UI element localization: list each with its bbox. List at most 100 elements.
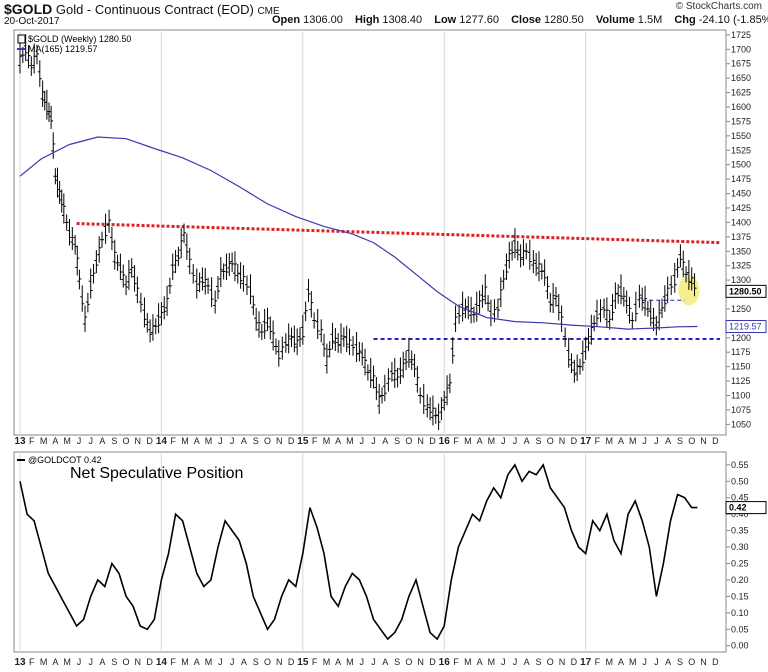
x-tick-label: J <box>88 657 93 667</box>
x-tick-label: J <box>371 657 376 667</box>
cot-y-tick-label: 0.45 <box>731 493 749 503</box>
chg-label: Chg <box>674 14 696 26</box>
x-tick-label: S <box>677 436 683 446</box>
x-tick-label: M <box>63 436 71 446</box>
x-tick-label: M <box>606 657 614 667</box>
y-tick-label: 1425 <box>731 203 751 213</box>
x-tick-label: N <box>559 436 566 446</box>
x-tick-label: A <box>477 436 483 446</box>
x-tick-label: O <box>123 436 130 446</box>
x-tick-label: 14 <box>156 436 168 447</box>
chart-title: $GOLD Gold - Continuous Contract (EOD) C… <box>4 1 280 17</box>
cot-last-value-label-box <box>725 501 767 515</box>
x-tick-label: O <box>688 436 695 446</box>
y-tick-label: 1375 <box>731 232 751 242</box>
x-tick-label: A <box>382 657 388 667</box>
x-tick-label: N <box>135 657 142 667</box>
high-value: 1308.40 <box>382 14 423 26</box>
y-tick-label: 1525 <box>731 145 751 155</box>
x-tick-label: A <box>52 657 58 667</box>
x-tick-label: A <box>99 657 105 667</box>
x-tick-label: 16 <box>439 436 451 447</box>
x-tick-label: M <box>346 436 354 446</box>
x-tick-label: J <box>513 436 518 446</box>
x-tick-label: S <box>253 657 259 667</box>
ma-series <box>19 136 698 330</box>
x-tick-label: 15 <box>297 657 309 668</box>
x-tick-label: O <box>547 657 554 667</box>
x-tick-label: O <box>264 436 271 446</box>
y-tick-label: 1625 <box>731 88 751 98</box>
x-tick-label: D <box>429 436 436 446</box>
x-tick-label: J <box>501 436 506 446</box>
x-tick-label: S <box>394 436 400 446</box>
cot-y-tick-label: 0.50 <box>731 476 749 486</box>
x-tick-label: M <box>205 436 213 446</box>
cot-y-tick-label: 0.35 <box>731 526 749 536</box>
y-tick-label: 1600 <box>731 102 751 112</box>
x-tick-label: A <box>665 436 671 446</box>
x-tick-label: J <box>218 436 223 446</box>
x-tick-label: S <box>536 657 542 667</box>
cot-series <box>19 463 698 641</box>
x-tick-label: D <box>571 436 578 446</box>
x-tick-label: F <box>595 436 601 446</box>
y-tick-label: 1400 <box>731 217 751 227</box>
x-tick-label: A <box>194 657 200 667</box>
ohlc-legend-icon <box>17 34 26 44</box>
y-tick-label: 1250 <box>731 304 751 314</box>
price-legend-label: $GOLD (Weekly) 1280.50 <box>28 34 131 44</box>
cot-y-tick-label: 0.10 <box>731 608 749 618</box>
x-tick-label: J <box>77 436 82 446</box>
x-tick-label: O <box>547 436 554 446</box>
chart-date: 20-Oct-2017 <box>4 16 60 27</box>
x-tick-label: A <box>618 657 624 667</box>
cot-gridlines <box>19 452 587 652</box>
x-tick-label: M <box>488 436 496 446</box>
x-tick-label: D <box>712 436 719 446</box>
cot-legend-label: @GOLDCOT 0.42 <box>28 455 102 465</box>
x-tick-label: N <box>276 657 283 667</box>
x-tick-label: M <box>205 657 213 667</box>
x-tick-label: J <box>654 436 659 446</box>
price-gridlines <box>19 30 587 435</box>
x-tick-label: D <box>571 657 578 667</box>
x-tick-label: S <box>536 436 542 446</box>
x-tick-label: N <box>417 436 424 446</box>
x-tick-label: M <box>181 436 189 446</box>
x-tick-label: M <box>629 657 637 667</box>
x-tick-label: M <box>40 436 48 446</box>
high-label: High <box>354 14 380 26</box>
x-tick-label: N <box>276 436 283 446</box>
x-tick-label: F <box>29 436 35 446</box>
price-series <box>18 34 697 431</box>
y-tick-label: 1450 <box>731 189 751 199</box>
close-label: Close <box>511 14 542 26</box>
y-tick-label: 1100 <box>731 390 750 400</box>
x-tick-label: A <box>477 657 483 667</box>
x-tick-label: 13 <box>14 436 26 447</box>
x-tick-label: M <box>323 436 331 446</box>
open-label: Open <box>272 14 301 26</box>
chg-value: -24.10 (-1.85%) <box>698 14 768 26</box>
x-tick-label: J <box>501 657 506 667</box>
last-price-label: 1280.50 <box>729 286 762 296</box>
x-tick-label: J <box>230 436 235 446</box>
x-tick-label: F <box>453 657 459 667</box>
x-tick-label: D <box>712 657 719 667</box>
x-tick-label: F <box>170 657 176 667</box>
y-tick-label: 1125 <box>731 376 750 386</box>
x-tick-label: J <box>88 436 93 446</box>
x-tick-label: S <box>111 657 117 667</box>
ma-value-label-box <box>725 320 767 334</box>
x-tick-label: A <box>335 436 341 446</box>
x-tick-label: 15 <box>297 436 309 447</box>
x-tick-label: M <box>346 657 354 667</box>
cot-panel-frame <box>13 451 727 653</box>
y-tick-label: 1175 <box>731 347 750 357</box>
y-tick-label: 1550 <box>731 131 751 141</box>
cot-y-tick-label: 0.55 <box>731 460 749 470</box>
x-tick-label: A <box>52 436 58 446</box>
low-value: 1277.60 <box>459 14 499 26</box>
